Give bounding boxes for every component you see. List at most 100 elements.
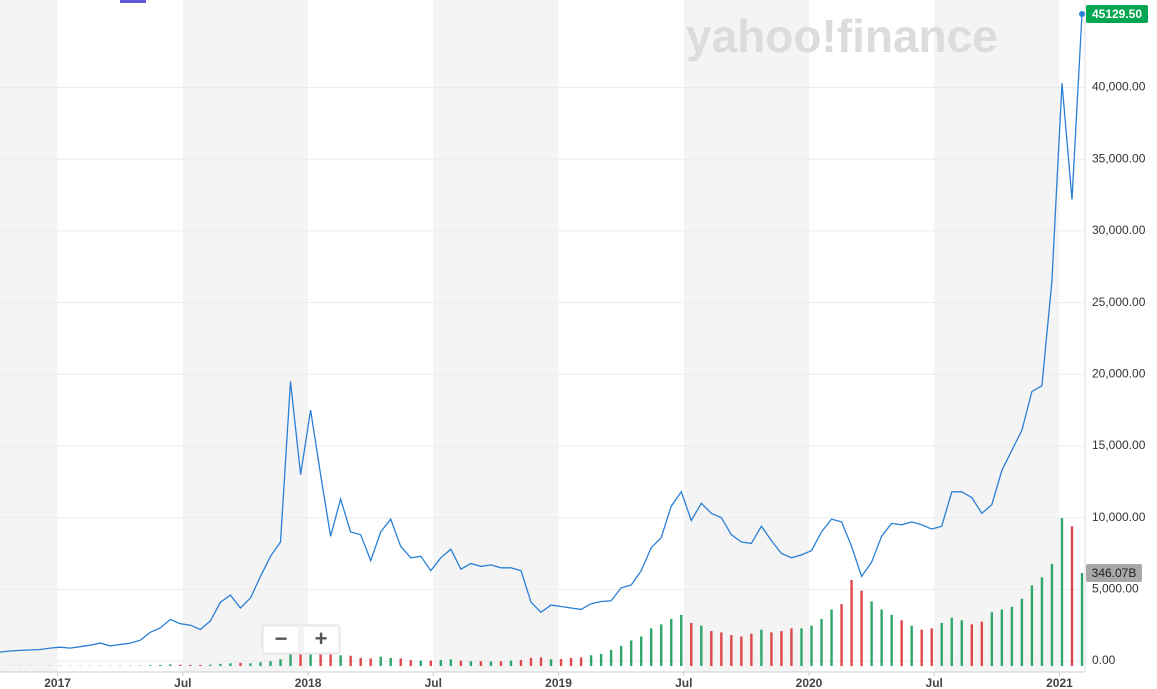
volume-bar bbox=[1080, 572, 1084, 666]
grid bbox=[0, 87, 1085, 676]
volume-bar bbox=[349, 655, 352, 666]
volume-bar bbox=[249, 663, 252, 666]
volume-bar bbox=[389, 657, 392, 666]
volume-bar bbox=[830, 609, 833, 666]
volume-bar bbox=[259, 662, 262, 666]
volume-bar bbox=[409, 660, 412, 666]
volume-bar bbox=[900, 620, 903, 666]
volume-bar bbox=[299, 651, 302, 666]
volume-bar bbox=[609, 649, 613, 666]
volume-bar bbox=[449, 659, 453, 666]
x-tick-label: 2020 bbox=[796, 676, 823, 689]
volume-bar bbox=[820, 618, 823, 666]
band bbox=[0, 0, 58, 672]
volume-bar bbox=[399, 658, 402, 666]
volume-bar bbox=[459, 660, 463, 666]
volume-bar bbox=[960, 620, 963, 666]
volume-bar bbox=[860, 590, 863, 666]
volume-bar bbox=[339, 655, 342, 666]
volume-bar bbox=[940, 622, 943, 666]
volume-bar bbox=[890, 614, 893, 666]
volume-bar bbox=[219, 663, 222, 666]
volume-label: 346.07B bbox=[1092, 566, 1137, 580]
volume-bar bbox=[680, 614, 683, 666]
zoom-out-button[interactable] bbox=[264, 627, 298, 652]
y-tick-label: 15,000.00 bbox=[1092, 438, 1146, 452]
volume-bar bbox=[1060, 518, 1064, 666]
x-tick-label: Jul bbox=[174, 676, 191, 689]
band bbox=[182, 0, 309, 672]
price-label: 45129.50 bbox=[1092, 7, 1142, 21]
last-point bbox=[1079, 11, 1085, 18]
volume-bar bbox=[660, 624, 663, 666]
y-tick-label: 0.00 bbox=[1092, 653, 1116, 667]
volume-bar bbox=[179, 664, 182, 666]
volume-bar bbox=[169, 664, 172, 666]
volume-bar bbox=[369, 658, 372, 666]
volume-bar bbox=[569, 657, 573, 666]
x-tick-label: 2021 bbox=[1046, 676, 1073, 689]
volume-bar bbox=[840, 604, 843, 666]
volume-bar bbox=[740, 636, 743, 666]
volume-bar bbox=[950, 617, 953, 666]
volume-bar bbox=[1040, 577, 1044, 666]
x-tick-label: 2019 bbox=[545, 676, 572, 689]
volume-bar bbox=[970, 624, 973, 666]
volume-bar bbox=[930, 628, 933, 666]
volume-bar bbox=[770, 632, 773, 666]
volume-bar bbox=[509, 660, 513, 666]
volume-bar bbox=[760, 629, 763, 666]
volume-bar bbox=[489, 661, 493, 666]
volume-bar bbox=[579, 657, 583, 666]
volume-bar bbox=[1050, 563, 1054, 666]
volume-bar bbox=[990, 612, 994, 666]
volume-bar bbox=[1010, 606, 1014, 666]
volume-bar bbox=[309, 652, 312, 666]
y-tick-label: 30,000.00 bbox=[1092, 223, 1146, 237]
volume-bar bbox=[379, 656, 382, 666]
volume-bar bbox=[690, 622, 693, 666]
x-tick-label: 2018 bbox=[295, 676, 322, 689]
volume-bar bbox=[199, 664, 202, 666]
x-tick-label: Jul bbox=[926, 676, 943, 689]
plot bbox=[0, 13, 1083, 653]
volume-bar bbox=[910, 625, 913, 666]
x-tick-label: 2017 bbox=[44, 676, 71, 689]
volume-bar bbox=[1030, 585, 1034, 666]
volume-bar bbox=[479, 661, 483, 666]
zoom-in-button[interactable] bbox=[304, 627, 338, 652]
volume-bar bbox=[269, 661, 272, 666]
volume-bar bbox=[589, 655, 593, 666]
volume-bar bbox=[559, 659, 563, 666]
volume-bars bbox=[0, 518, 1084, 666]
volume-bar bbox=[650, 628, 653, 666]
volume-bar bbox=[710, 631, 713, 666]
price-label-box bbox=[1086, 5, 1148, 24]
tab-indicator bbox=[120, 0, 146, 3]
volume-bar bbox=[549, 659, 553, 666]
zoom-in[interactable]: + bbox=[315, 626, 328, 651]
volume-bar bbox=[1000, 609, 1004, 666]
volume-bar bbox=[920, 629, 923, 666]
background-bands bbox=[0, 0, 1060, 672]
volume-bar bbox=[359, 657, 362, 666]
volume-bar bbox=[870, 601, 873, 666]
volume-bar bbox=[700, 625, 703, 666]
volume-bar bbox=[539, 657, 543, 666]
zoom-controls: − + bbox=[261, 624, 341, 655]
volume-bar bbox=[1020, 598, 1024, 666]
x-tick-label: Jul bbox=[425, 676, 442, 689]
volume-bar bbox=[229, 663, 232, 666]
volume-bar bbox=[439, 660, 443, 666]
volume-bar bbox=[329, 653, 332, 666]
volume-bar bbox=[780, 631, 783, 666]
volume-bar bbox=[980, 621, 984, 666]
y-tick-label: 35,000.00 bbox=[1092, 151, 1146, 165]
zoom-out[interactable]: − bbox=[275, 626, 288, 651]
y-tick-label: 20,000.00 bbox=[1092, 366, 1146, 380]
watermark: yahoo!finance bbox=[686, 10, 998, 62]
volume-bar bbox=[149, 665, 152, 666]
volume-bar bbox=[750, 633, 753, 666]
volume-bar bbox=[790, 628, 793, 666]
